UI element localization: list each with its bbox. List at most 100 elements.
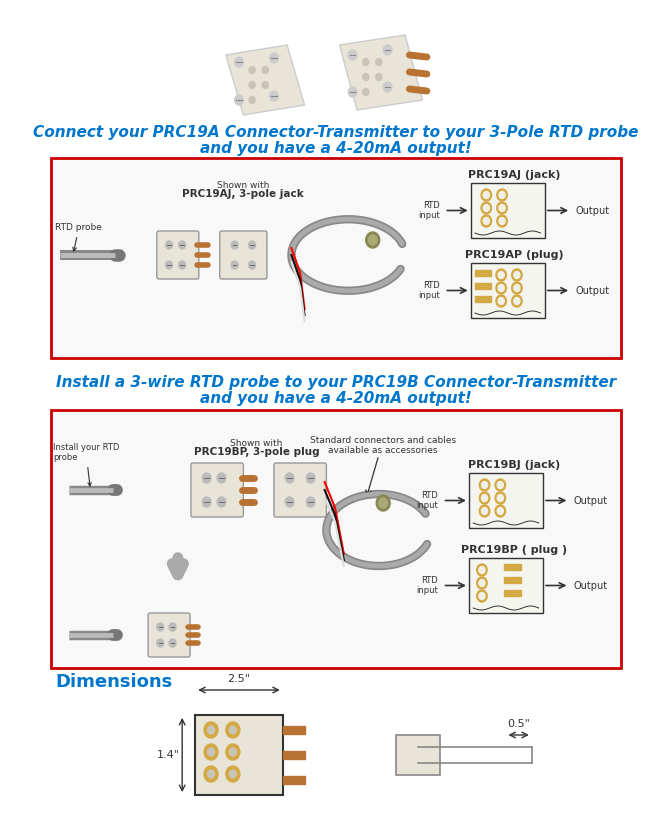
Text: Dimensions: Dimensions	[56, 673, 173, 691]
Circle shape	[497, 507, 503, 514]
Circle shape	[482, 481, 488, 489]
Circle shape	[499, 218, 505, 224]
Circle shape	[479, 592, 485, 600]
Circle shape	[496, 295, 507, 307]
Circle shape	[202, 497, 211, 507]
Circle shape	[498, 285, 504, 291]
Text: RTD: RTD	[421, 491, 438, 500]
Circle shape	[348, 87, 357, 97]
Bar	[475, 283, 491, 289]
Circle shape	[165, 241, 173, 249]
Circle shape	[514, 271, 520, 279]
Circle shape	[481, 202, 491, 214]
Circle shape	[497, 481, 503, 489]
Bar	[469, 558, 543, 613]
Circle shape	[481, 189, 491, 201]
Circle shape	[217, 497, 226, 507]
Circle shape	[157, 623, 164, 631]
Text: RTD: RTD	[423, 201, 440, 210]
Circle shape	[363, 59, 369, 66]
Circle shape	[495, 492, 505, 504]
Text: Install your RTD
probe: Install your RTD probe	[53, 443, 119, 486]
Bar	[283, 726, 304, 734]
Text: PRC19AJ (jack): PRC19AJ (jack)	[468, 170, 560, 180]
Text: Connect your PRC19A Connector-Transmitter to your 3-Pole RTD probe: Connect your PRC19A Connector-Transmitte…	[33, 124, 639, 139]
Circle shape	[499, 192, 505, 198]
Text: and you have a 4-20mA output!: and you have a 4-20mA output!	[200, 140, 472, 155]
Text: Install a 3-wire RTD probe to your PRC19B Connector-Transmitter: Install a 3-wire RTD probe to your PRC19…	[56, 375, 616, 390]
Circle shape	[366, 232, 380, 248]
Bar	[51, 158, 621, 358]
FancyBboxPatch shape	[157, 231, 199, 279]
Circle shape	[383, 45, 392, 55]
Circle shape	[286, 473, 294, 483]
Circle shape	[376, 495, 390, 511]
Circle shape	[363, 88, 369, 96]
Circle shape	[497, 202, 507, 214]
Circle shape	[363, 74, 369, 81]
Circle shape	[479, 566, 485, 574]
Text: PRC19AP (plug): PRC19AP (plug)	[465, 250, 564, 260]
Text: input: input	[417, 501, 438, 510]
Text: 2.5": 2.5"	[228, 674, 251, 684]
Circle shape	[483, 192, 489, 198]
Circle shape	[202, 473, 211, 483]
Bar	[469, 473, 543, 528]
Circle shape	[497, 495, 503, 501]
Text: available as accessories: available as accessories	[329, 445, 438, 454]
Circle shape	[511, 295, 522, 307]
Circle shape	[476, 564, 487, 576]
Text: PRC19BP ( plug ): PRC19BP ( plug )	[461, 545, 567, 555]
Circle shape	[262, 66, 268, 74]
Circle shape	[499, 204, 505, 212]
Circle shape	[376, 59, 382, 66]
Circle shape	[498, 297, 504, 305]
Bar	[283, 751, 304, 759]
Circle shape	[235, 95, 243, 105]
Circle shape	[383, 82, 392, 92]
Polygon shape	[226, 45, 304, 115]
Bar	[396, 735, 440, 775]
Text: Standard connectors and cables: Standard connectors and cables	[310, 435, 456, 444]
Circle shape	[479, 492, 490, 504]
Text: Output: Output	[574, 496, 608, 506]
Circle shape	[496, 269, 507, 281]
Circle shape	[483, 204, 489, 212]
Text: PRC19BJ (jack): PRC19BJ (jack)	[468, 460, 560, 470]
Circle shape	[226, 722, 240, 738]
Circle shape	[479, 580, 485, 586]
Circle shape	[511, 282, 522, 294]
Text: Shown with: Shown with	[230, 438, 283, 448]
Circle shape	[348, 50, 357, 60]
Text: and you have a 4-20mA output!: and you have a 4-20mA output!	[200, 391, 472, 406]
Circle shape	[169, 639, 176, 647]
Circle shape	[226, 744, 240, 760]
Text: 0.5": 0.5"	[507, 719, 530, 729]
Circle shape	[179, 241, 185, 249]
Text: PRC19AJ, 3-pole jack: PRC19AJ, 3-pole jack	[183, 189, 304, 199]
Bar	[475, 296, 491, 302]
Text: 1.4": 1.4"	[157, 750, 179, 760]
Text: input: input	[418, 211, 440, 220]
Circle shape	[511, 269, 522, 281]
Circle shape	[165, 261, 173, 269]
Text: Shown with: Shown with	[217, 181, 269, 190]
Circle shape	[481, 215, 491, 227]
Circle shape	[208, 770, 214, 778]
Circle shape	[204, 766, 218, 782]
Circle shape	[229, 748, 237, 756]
Circle shape	[306, 497, 315, 507]
Circle shape	[269, 53, 278, 63]
Circle shape	[249, 66, 255, 74]
Bar	[51, 410, 621, 668]
Circle shape	[249, 261, 255, 269]
Text: input: input	[417, 586, 438, 595]
Text: Output: Output	[574, 580, 608, 591]
Circle shape	[482, 507, 488, 514]
Circle shape	[208, 748, 214, 756]
Text: Output: Output	[575, 206, 610, 216]
FancyBboxPatch shape	[191, 463, 243, 517]
Circle shape	[231, 261, 238, 269]
Bar	[470, 183, 545, 238]
Circle shape	[479, 505, 490, 517]
